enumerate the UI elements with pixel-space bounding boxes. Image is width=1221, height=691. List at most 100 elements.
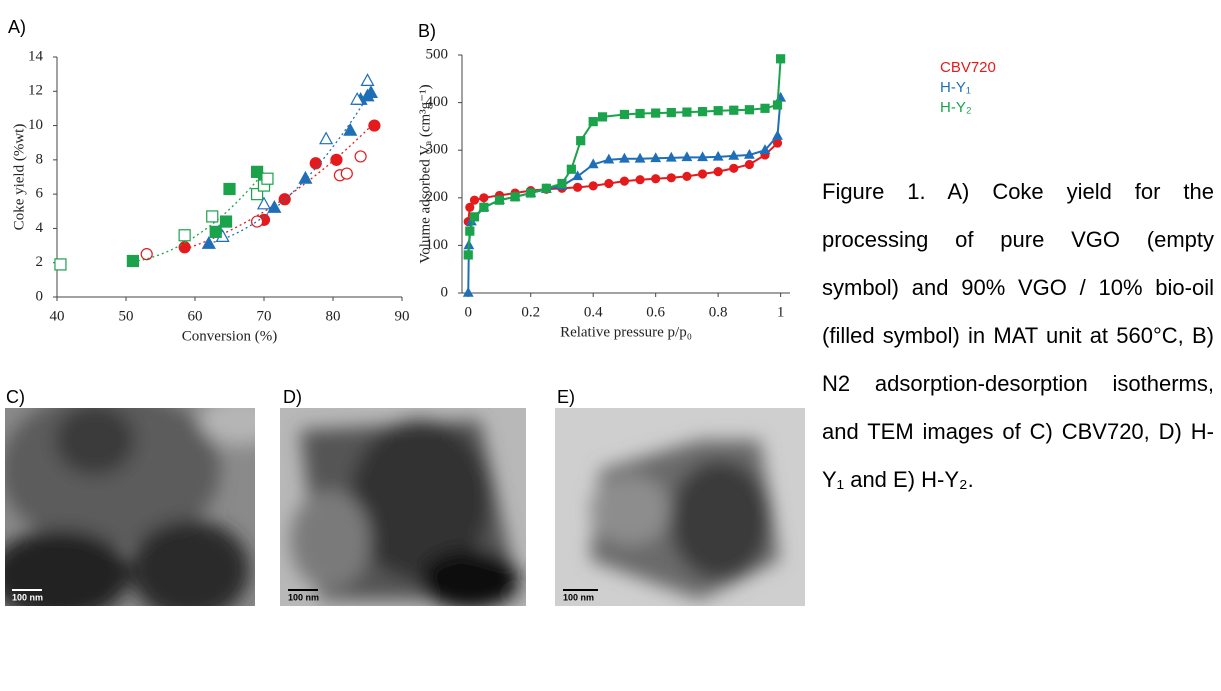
y-tick-label: 100 — [426, 237, 449, 253]
trendline — [208, 90, 372, 245]
y-tick-label: 8 — [36, 151, 44, 167]
x-axis-label: Relative pressure p/p₀ — [560, 324, 692, 340]
marker — [682, 171, 692, 181]
x-tick-label: 1 — [777, 304, 785, 320]
marker — [760, 103, 770, 113]
tem-image — [280, 408, 526, 606]
marker — [510, 192, 520, 202]
marker — [603, 153, 615, 164]
scale-bar-label: 100 nm — [563, 592, 594, 602]
marker — [619, 176, 630, 186]
marker — [462, 286, 474, 297]
y-tick-label: 10 — [28, 117, 43, 133]
marker — [776, 54, 786, 64]
marker — [256, 196, 272, 210]
marker — [340, 167, 353, 180]
marker — [604, 178, 614, 189]
y-tick-label: 200 — [426, 189, 449, 205]
marker — [201, 236, 216, 249]
marker — [140, 248, 153, 261]
marker — [261, 172, 274, 185]
marker — [666, 107, 676, 118]
marker — [350, 92, 365, 105]
caption: Figure 1. A) Coke yield for the processi… — [0, 168, 1214, 648]
marker — [354, 150, 367, 163]
marker — [650, 152, 662, 163]
y-tick-label: 6 — [36, 186, 44, 202]
marker — [744, 105, 754, 115]
marker — [330, 153, 343, 166]
y-tick-label: 14 — [28, 48, 44, 64]
marker — [729, 163, 739, 173]
y-tick-label: 2 — [36, 254, 44, 270]
x-tick-label: 0.4 — [584, 304, 603, 320]
marker — [557, 178, 567, 189]
marker — [126, 254, 140, 268]
marker — [469, 212, 480, 222]
x-tick-label: 0.6 — [646, 304, 665, 320]
marker — [526, 188, 536, 198]
marker — [343, 122, 358, 136]
marker — [744, 159, 754, 170]
marker — [178, 229, 191, 242]
marker — [465, 202, 475, 212]
marker — [635, 175, 645, 185]
marker — [576, 136, 586, 146]
y-tick-label: 500 — [426, 46, 449, 62]
marker — [465, 226, 475, 236]
marker — [572, 170, 583, 181]
y-tick-label: 300 — [426, 142, 449, 158]
marker — [772, 100, 783, 110]
panel-label: D) — [283, 387, 302, 407]
marker — [681, 151, 693, 162]
marker — [251, 188, 264, 201]
scale-bar-label: 100 nm — [12, 592, 43, 602]
panel-label: A) — [8, 17, 26, 37]
x-tick-label: 0.2 — [521, 304, 540, 320]
marker — [713, 167, 723, 177]
marker — [309, 157, 322, 170]
marker — [278, 193, 291, 206]
panel-label: C) — [6, 387, 25, 407]
x-tick-label: 60 — [188, 308, 203, 324]
y-axis-label: Coke yield (%wt) — [11, 124, 27, 231]
marker — [494, 195, 505, 205]
marker — [360, 73, 375, 87]
marker — [178, 241, 191, 254]
x-axis-label: Conversion (%) — [182, 328, 277, 344]
y-tick-label: 0 — [441, 284, 449, 300]
marker — [206, 210, 219, 223]
marker — [759, 144, 771, 154]
marker — [729, 105, 739, 115]
x-tick-label: 70 — [257, 308, 272, 324]
scale-bar-label: 100 nm — [288, 592, 319, 602]
x-tick-label: 0 — [464, 304, 472, 320]
marker — [251, 215, 264, 228]
marker — [651, 174, 661, 184]
x-tick-label: 80 — [326, 308, 341, 324]
marker — [713, 106, 723, 116]
marker — [619, 109, 630, 120]
marker — [697, 107, 708, 117]
y-axis-label: Volume adsorbed Vₐ (cm³g⁻¹) — [417, 84, 433, 263]
trendline — [132, 171, 265, 263]
marker — [298, 170, 313, 184]
marker — [587, 158, 599, 169]
marker — [541, 183, 551, 193]
legend-label: H-Y₁ — [940, 79, 971, 96]
x-tick-label: 50 — [119, 308, 134, 324]
marker — [634, 152, 646, 163]
x-tick-label: 40 — [50, 308, 65, 324]
legend-label: H-Y₂ — [940, 99, 972, 116]
marker — [54, 258, 67, 271]
x-tick-label: 0.8 — [709, 304, 728, 320]
marker — [619, 152, 630, 163]
caption-text: Figure 1. A) Coke yield for the processi… — [822, 179, 1214, 492]
marker — [319, 131, 334, 145]
marker — [743, 148, 755, 159]
marker — [682, 107, 692, 117]
marker — [566, 164, 576, 174]
marker — [363, 85, 379, 99]
